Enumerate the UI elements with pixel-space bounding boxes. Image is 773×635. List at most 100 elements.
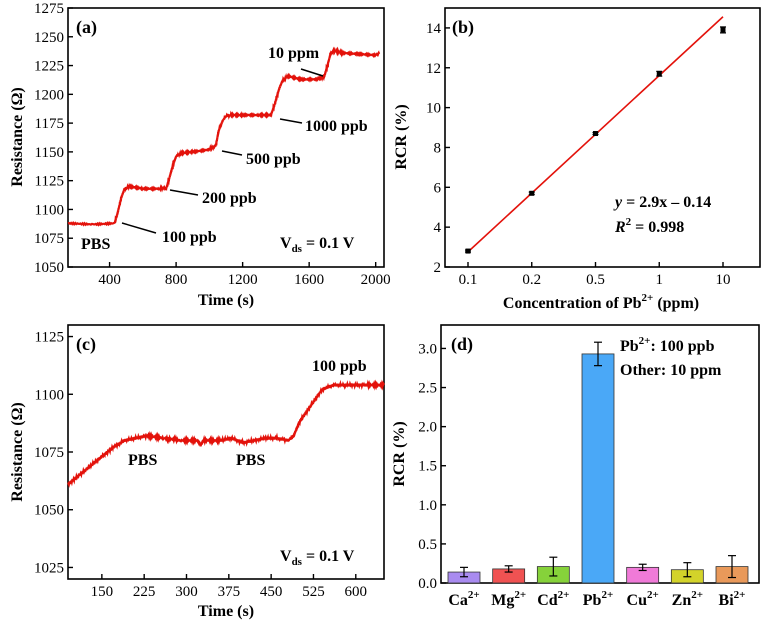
- panel-d-ytick-label: 2.5: [418, 381, 437, 397]
- panel-d-category-label: Ca2+: [448, 589, 479, 609]
- panel-d-category-label: Zn2+: [672, 589, 703, 609]
- panel-c-xtick-label: 450: [260, 584, 283, 600]
- panel-c-ytick-label: 1050: [34, 503, 64, 519]
- panel-a-ytick-label: 1050: [34, 260, 64, 276]
- panel-c-ylabel: Resistance (Ω): [9, 402, 26, 501]
- panel-b-ytick-label: 2: [434, 260, 442, 276]
- panel-a-xtick-label: 800: [165, 272, 188, 288]
- panel-b-point: [720, 27, 726, 33]
- panel-d-legend-other: Other: 10 ppm: [620, 362, 722, 379]
- panel-c-xtick-label: 525: [302, 584, 325, 600]
- panel-c-annot-pbs-2: PBS: [236, 452, 265, 469]
- panel-b-xtick-label: 0.1: [459, 272, 478, 288]
- panel-d-ytick-label: 0.0: [418, 576, 437, 592]
- panel-a-series-line: [67, 46, 381, 227]
- panel-b-point: [465, 248, 471, 254]
- panel-c-annot-pbs-1: PBS: [128, 452, 157, 469]
- panel-d-bars: Ca2+ Mg2+ Cd2+ Pb2+ Cu2+ Zn2+ Bi2+: [447, 341, 749, 609]
- panel-a-annot-500ppb: 500 ppb: [246, 151, 301, 168]
- panel-c-ytick-label: 1100: [35, 387, 64, 403]
- panel-d-category-label: Mg2+: [491, 589, 526, 609]
- panel-b-ytick-label: 10: [426, 101, 441, 117]
- panel-a-annot-pbs: PBS: [81, 236, 110, 253]
- panel-a-ytick-label: 1150: [35, 145, 64, 161]
- panel-c-xtick-label: 300: [175, 584, 198, 600]
- panel-d-ytick-label: 2.0: [418, 420, 437, 436]
- panel-a-line-chart: 400 800 1200 1600 2000 1050 1075 1100 1125 1150 11…: [9, 1, 391, 309]
- panel-d-ytick-label: 0.5: [418, 537, 437, 553]
- panel-a-ticks: 400 800 1200 1600 2000 1050 1075 1100 1125 1150 11…: [34, 1, 391, 288]
- panel-d-ytick-label: 1.5: [418, 459, 437, 475]
- panel-b-r2: R2 = 0.998: [614, 216, 684, 236]
- panel-a-ylabel: Resistance (Ω): [9, 87, 26, 186]
- panel-a-xtick-label: 1200: [228, 272, 258, 288]
- panel-b-point: [656, 71, 662, 77]
- panel-a-ytick-label: 1075: [34, 231, 64, 247]
- panel-a-xlabel: Time (s): [198, 292, 254, 309]
- panel-c-xlabel: Time (s): [198, 603, 254, 620]
- panel-b-ytick-label: 14: [426, 21, 442, 37]
- panel-c-xtick-label: 225: [133, 584, 156, 600]
- panel-a-pointer-10ppm: [300, 68, 324, 77]
- panel-b-equation: y = 2.9x – 0.14: [613, 194, 711, 211]
- panel-d-category-label: Cu2+: [627, 589, 659, 609]
- panel-d-legend-pb: Pb2+: 100 ppb: [620, 335, 715, 355]
- panel-a-annot-100ppb: 100 ppb: [162, 229, 217, 246]
- panel-a-ytick-label: 1125: [35, 174, 64, 190]
- panel-b-frame: [444, 7, 761, 268]
- panel-a-annot-1000ppb: 1000 ppb: [305, 118, 368, 135]
- panel-a-xtick-label: 400: [98, 272, 121, 288]
- panel-c-ytick-label: 1075: [34, 445, 64, 461]
- panel-a-pointer-500ppb: [221, 150, 243, 156]
- panel-b-xtick-label: 0.5: [586, 272, 605, 288]
- panel-b-ytick-label: 6: [434, 180, 442, 196]
- panel-a-vds-label: Vds = 0.1 V: [280, 235, 355, 255]
- panel-a-annot-10ppm: 10 ppm: [268, 45, 320, 62]
- panel-b-xlabel: Concentration of Pb2+ (ppm): [503, 292, 699, 312]
- panel-a-pointer-1000ppb: [279, 118, 303, 124]
- panel-c-xtick-label: 375: [218, 584, 241, 600]
- panel-b-xtick-label: 10: [716, 272, 731, 288]
- panel-a-xtick-label: 1600: [294, 272, 324, 288]
- panel-d-bar: [581, 353, 615, 584]
- panel-c-xtick-label: 150: [91, 584, 114, 600]
- panel-c-xtick-label: 600: [345, 584, 368, 600]
- panel-d-ytick-label: 3.0: [418, 341, 437, 357]
- panel-a-ytick-label: 1225: [34, 59, 64, 75]
- panel-a-pointer-200ppb: [169, 189, 199, 196]
- panel-c-vds-label: Vds = 0.1 V: [280, 548, 355, 568]
- panel-a-ytick-label: 1100: [35, 202, 64, 218]
- panel-d-label: (d): [451, 334, 473, 355]
- panel-b-xtick-label: 1: [656, 272, 664, 288]
- panel-c-annot-100ppb: 100 ppb: [312, 358, 367, 375]
- panel-d-category-label: Pb2+: [583, 589, 613, 609]
- panel-b-ticks: 0.1 0.2 0.5 1 10 2 4 6 8 10 12 14: [426, 21, 731, 288]
- panel-a-ytick-label: 1175: [35, 116, 64, 132]
- panel-d-ticks: 0.0 0.5 1.0 1.5 2.0 2.5 3.0: [418, 341, 446, 592]
- panel-c-ytick-label: 1125: [35, 330, 64, 346]
- panel-b-ylabel: RCR (%): [393, 104, 410, 169]
- panel-b-points: [465, 26, 726, 254]
- panel-c-label: (c): [76, 334, 96, 355]
- panel-b-label: (b): [452, 17, 474, 38]
- panel-d-ylabel: RCR (%): [391, 421, 408, 486]
- panel-a-ytick-label: 1275: [34, 1, 64, 17]
- panel-b-xtick-label: 0.2: [522, 272, 541, 288]
- panel-b-scatter-chart: 0.1 0.2 0.5 1 10 2 4 6 8 10 12 14 (b) Concentration…: [393, 7, 761, 312]
- panel-b-point: [593, 131, 598, 137]
- panel-d-bar-chart: 0.0 0.5 1.0 1.5 2.0 2.5 3.0 Ca2+ Mg2+ Cd2+ Pb2+ Cu…: [391, 324, 760, 609]
- panel-c-ytick-label: 1025: [34, 560, 64, 576]
- panel-d-ytick-label: 1.0: [418, 498, 437, 514]
- panel-a-frame: [67, 7, 385, 268]
- panel-a-label: (a): [76, 17, 97, 38]
- panel-a-ytick-label: 1250: [34, 30, 64, 46]
- panel-c-line-chart: 150 225 300 375 450 525 600 1025 1050 1075 1100 112…: [9, 324, 385, 620]
- panel-a-pointer-100ppb: [121, 222, 157, 234]
- panel-b-ytick-label: 8: [434, 140, 442, 156]
- panel-b-point: [529, 190, 535, 196]
- panel-c-series-line: [67, 379, 385, 488]
- panel-d-category-label: Bi2+: [719, 589, 746, 609]
- panel-a-annot-200ppb: 200 ppb: [202, 190, 257, 207]
- panel-a-xtick-label: 2000: [361, 272, 391, 288]
